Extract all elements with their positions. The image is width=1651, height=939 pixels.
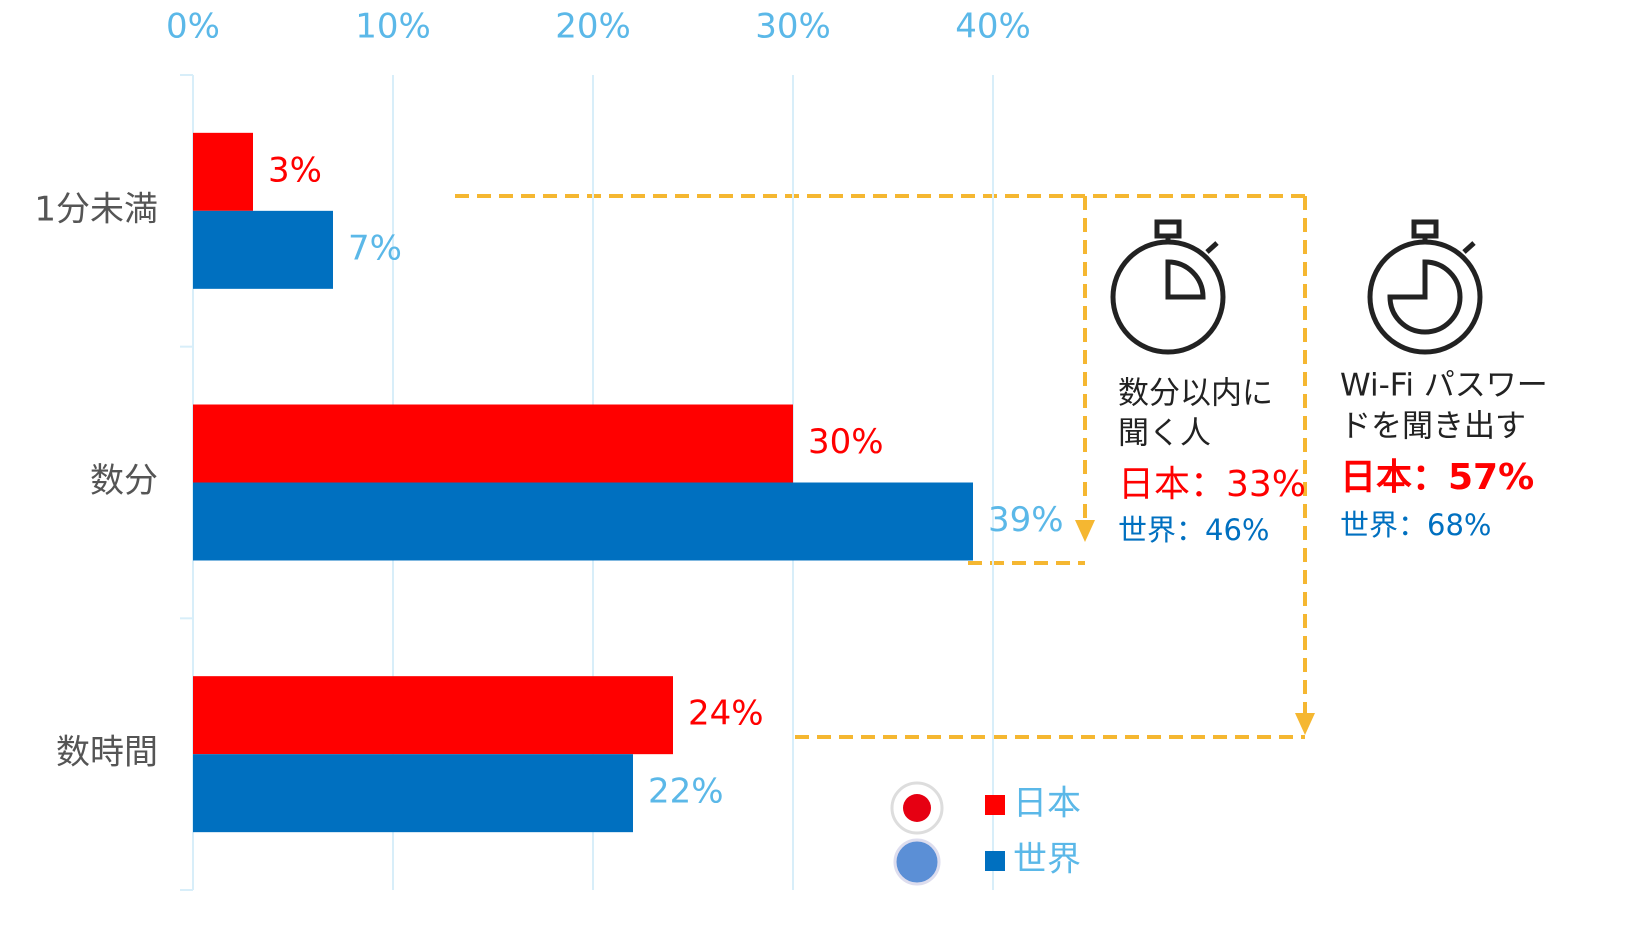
- data-label: 24%: [688, 694, 764, 734]
- x-tick-label: 0%: [166, 7, 220, 47]
- stopwatch-icon: [1110, 219, 1226, 355]
- arrow: [1075, 520, 1095, 542]
- y-tick-label: 1分未満: [34, 189, 158, 229]
- x-tick-label: 20%: [555, 7, 631, 47]
- x-tick-label: 40%: [955, 7, 1031, 47]
- data-label: 22%: [648, 772, 724, 812]
- data-label: 30%: [808, 422, 884, 462]
- annotation-text: 数分以内に: [1118, 376, 1273, 412]
- stopwatch-icon: [1367, 219, 1483, 355]
- annotation-text: ドを聞き出す: [1340, 409, 1526, 445]
- x-tick-label: 30%: [755, 7, 831, 47]
- annotation-text: 聞く人: [1118, 416, 1211, 452]
- bar: [193, 754, 633, 833]
- connectors: [455, 194, 1307, 739]
- bar: [193, 210, 333, 289]
- globe-icon: [893, 838, 941, 886]
- data-label: 3%: [268, 150, 322, 190]
- annotation-text: Wi-Fi パスワー: [1340, 368, 1548, 404]
- annotation-world: 世界：46%: [1118, 513, 1269, 547]
- data-label: 39%: [988, 500, 1064, 540]
- data-label: 7%: [348, 228, 402, 268]
- flag-icon: [903, 794, 931, 822]
- annotation-japan: 日本：33%: [1118, 464, 1306, 505]
- bar: [193, 482, 973, 561]
- arrow: [1295, 713, 1315, 735]
- legend-swatch: [985, 795, 1005, 815]
- legend-label: 日本: [1013, 784, 1081, 824]
- y-tick-label: 数分: [90, 461, 158, 501]
- legend-swatch: [985, 851, 1005, 871]
- x-tick-label: 10%: [355, 7, 431, 47]
- bar: [193, 132, 253, 211]
- bar: [193, 404, 793, 483]
- bar: [193, 676, 673, 755]
- annotation-world: 世界：68%: [1340, 508, 1491, 542]
- legend-label: 世界: [1013, 840, 1081, 880]
- annotation-japan: 日本：57%: [1340, 457, 1534, 498]
- y-tick-label: 数時間: [56, 733, 158, 773]
